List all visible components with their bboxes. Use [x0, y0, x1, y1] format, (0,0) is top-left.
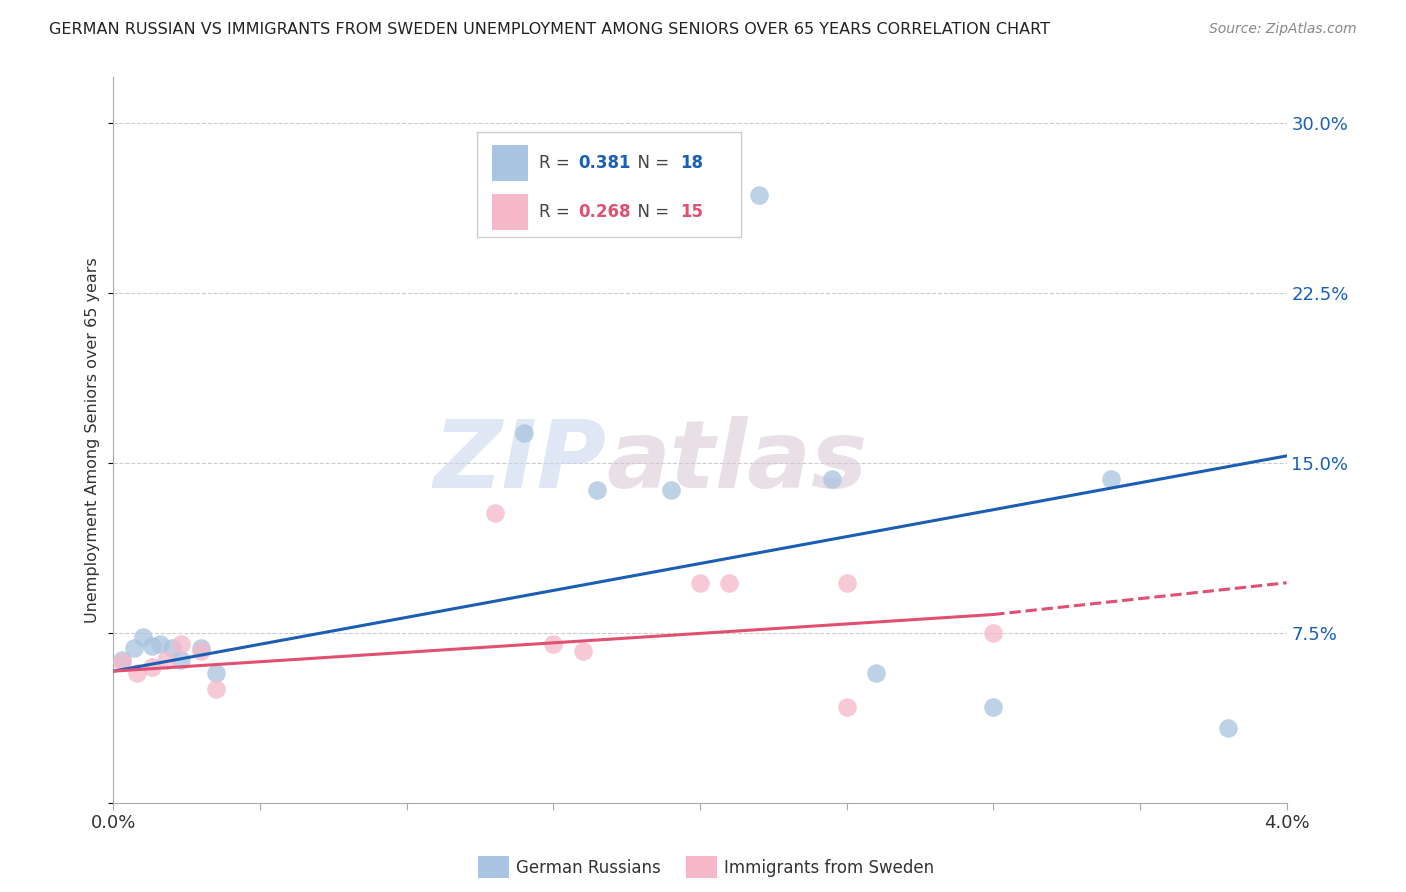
- Text: ZIP: ZIP: [433, 416, 606, 508]
- Point: [160, 641, 183, 656]
- Point: [543, 637, 565, 651]
- Text: R =: R =: [540, 153, 575, 172]
- Point: [748, 188, 770, 202]
- FancyBboxPatch shape: [492, 145, 527, 181]
- Point: [835, 575, 858, 590]
- Text: Source: ZipAtlas.com: Source: ZipAtlas.com: [1209, 22, 1357, 37]
- Point: [170, 637, 193, 651]
- Point: [571, 644, 593, 658]
- Point: [190, 644, 212, 658]
- Point: [205, 682, 228, 697]
- Point: [155, 653, 177, 667]
- Point: [190, 641, 212, 656]
- Point: [1099, 471, 1122, 485]
- Text: R =: R =: [540, 202, 575, 221]
- Point: [170, 653, 193, 667]
- Point: [125, 666, 148, 681]
- Text: 0.381: 0.381: [578, 153, 630, 172]
- Y-axis label: Unemployment Among Seniors over 65 years: Unemployment Among Seniors over 65 years: [86, 257, 100, 623]
- Point: [141, 639, 163, 653]
- Point: [1216, 721, 1239, 735]
- Text: Immigrants from Sweden: Immigrants from Sweden: [724, 859, 934, 877]
- Point: [586, 483, 609, 497]
- Point: [835, 700, 858, 714]
- Point: [821, 471, 844, 485]
- Point: [659, 483, 682, 497]
- Text: atlas: atlas: [606, 416, 868, 508]
- Point: [205, 666, 228, 681]
- Text: German Russians: German Russians: [516, 859, 661, 877]
- Text: 15: 15: [681, 202, 703, 221]
- FancyBboxPatch shape: [477, 132, 741, 237]
- Point: [149, 637, 172, 651]
- Text: 0.268: 0.268: [578, 202, 630, 221]
- Text: GERMAN RUSSIAN VS IMMIGRANTS FROM SWEDEN UNEMPLOYMENT AMONG SENIORS OVER 65 YEAR: GERMAN RUSSIAN VS IMMIGRANTS FROM SWEDEN…: [49, 22, 1050, 37]
- Point: [513, 426, 536, 441]
- Point: [111, 655, 134, 669]
- Text: N =: N =: [627, 153, 675, 172]
- Point: [865, 666, 887, 681]
- Point: [122, 641, 145, 656]
- Point: [484, 506, 506, 520]
- Point: [689, 575, 711, 590]
- Point: [981, 625, 1004, 640]
- Point: [141, 659, 163, 673]
- Text: 18: 18: [681, 153, 703, 172]
- Point: [981, 700, 1004, 714]
- Point: [111, 653, 134, 667]
- FancyBboxPatch shape: [492, 194, 527, 230]
- Point: [132, 630, 155, 644]
- Text: N =: N =: [627, 202, 675, 221]
- Point: [718, 575, 741, 590]
